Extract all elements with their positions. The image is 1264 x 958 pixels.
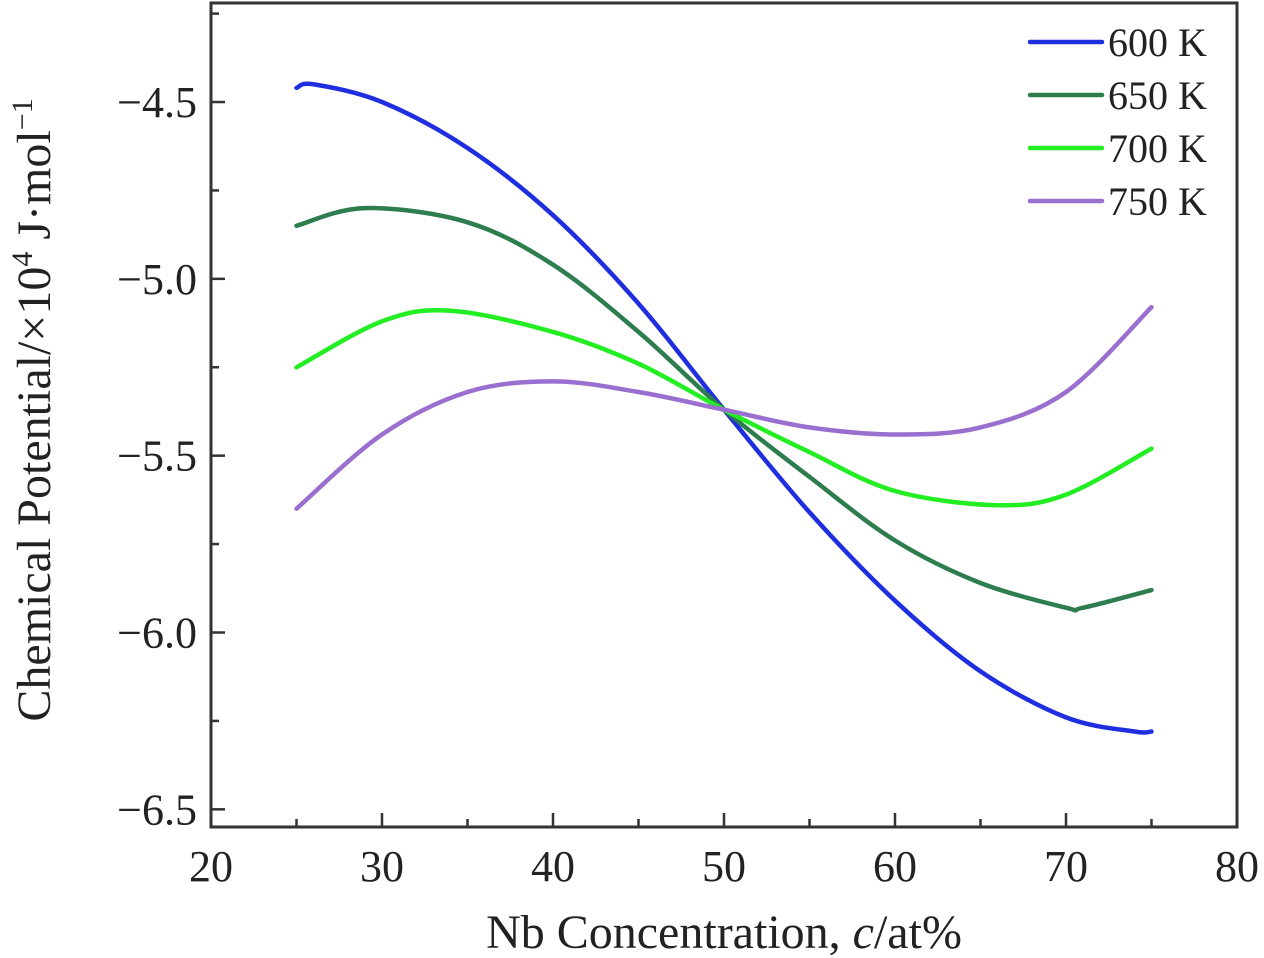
x-axis-title-suffix: /at% [874, 906, 962, 958]
y-axis-ticks [211, 12, 225, 811]
series-line-750-k [294, 304, 1154, 511]
legend: 600 K 650 K 700 K 750 K [1027, 20, 1207, 224]
y-axis-title: Chemical Potential/×104 J·mol−1 [6, 98, 61, 721]
x-axis-title-italic: c [853, 906, 874, 958]
legend-label: 650 K [1108, 73, 1207, 118]
legend-label: 750 K [1108, 179, 1207, 224]
x-tick-label: 50 [702, 842, 746, 891]
plot-frame [209, 1, 1239, 829]
y-axis-title-unit-exponent: −1 [6, 98, 39, 130]
y-tick-label: −6.5 [117, 785, 197, 834]
series-line-650-k [294, 205, 1154, 613]
y-axis-title-unit: J·mol [8, 130, 61, 251]
legend-label: 700 K [1108, 126, 1207, 171]
y-tick-label: −6.0 [117, 608, 197, 657]
x-tick-label: 70 [1044, 842, 1088, 891]
y-tick-label: −5.5 [117, 432, 197, 481]
x-axis-tick-labels: 20 30 40 50 60 70 80 [189, 842, 1259, 891]
y-axis-tick-labels: −6.5 −6.0 −5.5 −5.0 −4.5 [117, 78, 197, 834]
y-axis-title-exponent: 4 [6, 252, 39, 267]
x-tick-label: 20 [189, 842, 233, 891]
x-tick-label: 30 [360, 842, 404, 891]
y-tick-label: −4.5 [117, 78, 197, 127]
x-tick-label: 80 [1215, 842, 1259, 891]
series-layer [294, 81, 1154, 735]
x-axis-title: Nb Concentration, c/at% [486, 906, 962, 958]
x-tick-label: 40 [531, 842, 575, 891]
x-axis-ticks [209, 813, 1239, 827]
legend-label: 600 K [1108, 20, 1207, 65]
y-tick-label: −5.0 [117, 255, 197, 304]
y-axis-title-base: Chemical Potential/×10 [8, 267, 61, 722]
x-axis-title-prefix: Nb Concentration, [486, 906, 853, 958]
x-tick-label: 60 [873, 842, 917, 891]
